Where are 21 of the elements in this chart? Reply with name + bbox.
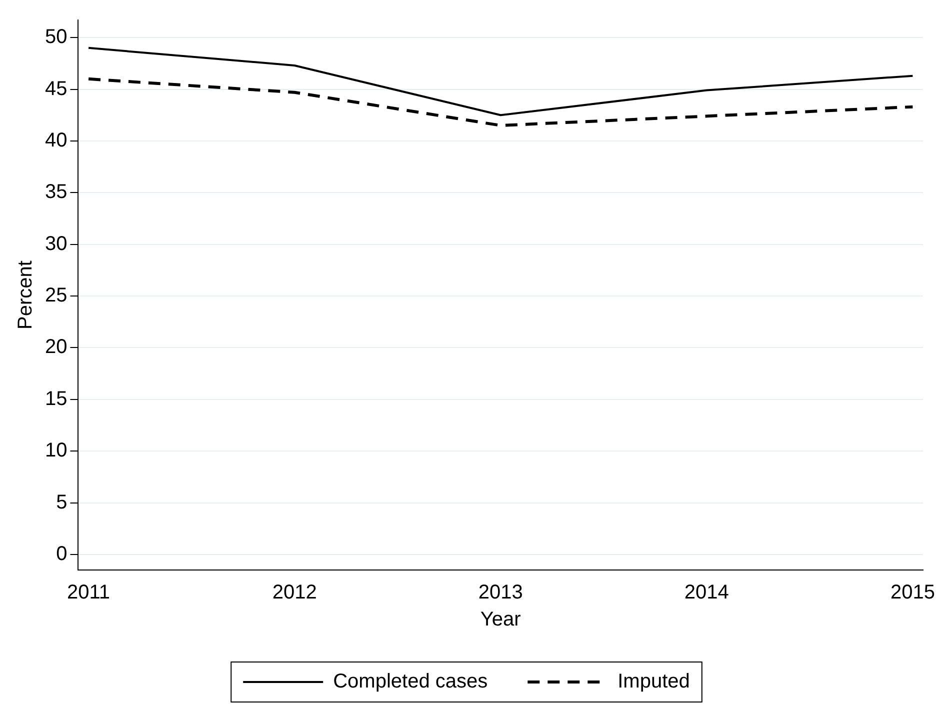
x-tick-label: 2013 <box>478 582 523 604</box>
x-tick-label: 2014 <box>684 582 729 604</box>
legend-label: Completed cases <box>333 670 488 693</box>
y-tick-label: 35 <box>44 181 68 204</box>
y-tick-label: 15 <box>44 388 68 410</box>
legend-label: Imputed <box>618 670 690 693</box>
x-tick-label: 2015 <box>890 582 935 604</box>
y-tick-label: 40 <box>44 129 68 152</box>
y-tick-label: 50 <box>44 26 68 48</box>
x-tick-label: 2011 <box>67 582 110 604</box>
x-axis-title: Year <box>480 608 522 631</box>
y-tick-label: 10 <box>44 440 68 462</box>
y-tick-label: 25 <box>44 284 68 307</box>
x-tick-label: 2012 <box>272 582 317 604</box>
y-tick-label: 30 <box>44 232 68 255</box>
line-series <box>87 77 914 127</box>
y-tick-label: 20 <box>44 336 68 358</box>
y-tick-label: 45 <box>44 78 68 100</box>
y-axis-title: Percent <box>14 260 37 330</box>
y-tick-label: 0 <box>56 543 68 566</box>
y-tick-label: 5 <box>56 491 68 514</box>
